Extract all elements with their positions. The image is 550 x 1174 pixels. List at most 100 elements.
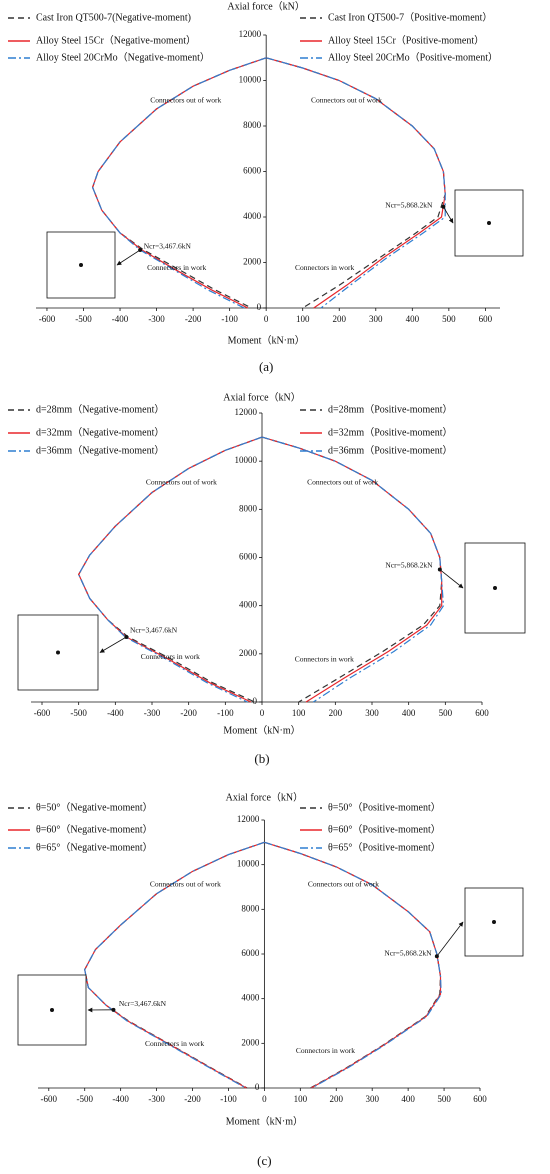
x-tick-label: 400: [402, 708, 416, 718]
x-tick-label: 600: [473, 1094, 487, 1104]
y-tick-label: 12000: [239, 29, 262, 39]
legend-label: Alloy Steel 20CrMo（Positive-moment）: [328, 51, 498, 63]
legend-label: Alloy Steel 15Cr（Negative-moment）: [36, 34, 196, 46]
x-tick-label: -600: [39, 314, 56, 324]
legend-label: θ=60°（Positive-moment）: [328, 823, 441, 835]
x-tick-label: 200: [329, 708, 343, 718]
series-line: [266, 57, 446, 309]
x-tick-label: 300: [365, 708, 379, 718]
x-tick-label: 200: [330, 1094, 344, 1104]
legend-label: d=28mm（Positive-moment）: [328, 403, 453, 415]
panel-label: (c): [257, 1153, 271, 1168]
x-tick-label: 200: [332, 314, 346, 324]
y-tick-label: 8000: [243, 120, 262, 130]
y-tick-label: 4000: [241, 993, 260, 1003]
y-tick-label: 10000: [237, 859, 260, 869]
y-tick-label: 0: [257, 302, 262, 312]
x-tick-label: 600: [479, 314, 493, 324]
x-tick-label: 500: [442, 314, 456, 324]
series-line: [78, 436, 263, 703]
x-tick-label: 300: [369, 314, 383, 324]
annotation: Ncr=5,868.2kN: [385, 200, 433, 209]
x-tick-label: 0: [260, 708, 265, 718]
x-tick-label: -100: [220, 1094, 237, 1104]
panel-label: (a): [259, 359, 273, 374]
legend-label: d=36mm（Positive-moment）: [328, 444, 453, 456]
y-tick-label: 8000: [239, 503, 258, 513]
legend-label: Alloy Steel 15Cr（Positive-moment）: [328, 34, 484, 46]
annotation: Ncr=5,868.2kN: [385, 561, 433, 570]
annotation: Connectors in work: [296, 1046, 355, 1055]
annotation: Ncr=5,868.2kN: [384, 949, 432, 958]
legend-label: d=28mm（Negative-moment）: [36, 403, 164, 415]
y-tick-label: 6000: [241, 948, 260, 958]
legend-label: d=32mm（Positive-moment）: [328, 426, 453, 438]
annotation: Connectors in work: [295, 263, 354, 272]
y-tick-label: 10000: [235, 455, 258, 465]
legend-label: θ=50°（Negative-moment）: [36, 801, 153, 813]
legend-label: d=32mm（Negative-moment）: [36, 426, 164, 438]
annotation: Connectors out of work: [150, 879, 221, 888]
inset-dot: [493, 586, 497, 590]
x-tick-label: -200: [185, 314, 202, 324]
annotation: Connectors out of work: [311, 96, 382, 105]
x-tick-label: -400: [112, 1094, 129, 1104]
inset-arrow: [439, 569, 464, 589]
annotation: Connectors in work: [147, 263, 206, 272]
x-tick-label: 500: [439, 708, 453, 718]
legend-label: θ=65°（Negative-moment）: [36, 841, 153, 853]
y-axis-title: Axial force（kN）: [227, 0, 304, 12]
y-tick-label: 0: [253, 696, 258, 706]
y-axis-title: Axial force（kN）: [223, 391, 300, 403]
legend-label: θ=50°（Positive-moment）: [328, 801, 441, 813]
x-tick-label: 300: [365, 1094, 379, 1104]
annotation: Ncr=3,467.6kN: [119, 999, 167, 1008]
legend-label: θ=65°（Positive-moment）: [328, 841, 441, 853]
x-tick-label: -200: [184, 1094, 201, 1104]
x-axis-title: Moment（kN·m）: [223, 724, 300, 736]
x-tick-label: -400: [107, 708, 124, 718]
x-tick-label: -400: [112, 314, 129, 324]
annotation: Connectors in work: [141, 652, 200, 661]
inset-arrow: [99, 636, 127, 653]
y-tick-label: 8000: [241, 903, 260, 913]
x-axis-title: Moment（kN·m）: [228, 334, 305, 346]
y-tick-label: 4000: [243, 211, 262, 221]
x-tick-label: 500: [437, 1094, 451, 1104]
annotation: Connectors in work: [145, 1039, 204, 1048]
y-tick-label: 2000: [241, 1037, 260, 1047]
y-tick-label: 2000: [243, 257, 262, 267]
legend-label: θ=60°（Negative-moment）: [36, 823, 153, 835]
x-tick-label: -200: [180, 708, 197, 718]
inset-arrow: [443, 206, 454, 224]
x-tick-label: 0: [264, 314, 269, 324]
inset-dot: [79, 263, 83, 267]
x-tick-label: -600: [41, 1094, 58, 1104]
annotation: Connectors out of work: [150, 96, 221, 105]
x-tick-label: 400: [401, 1094, 415, 1104]
series-line: [91, 57, 267, 309]
x-tick-label: -100: [217, 708, 234, 718]
annotation: Ncr=3,467.6kN: [130, 626, 178, 635]
inset-dot: [487, 221, 491, 225]
x-tick-label: 100: [294, 1094, 308, 1104]
series-line: [264, 841, 442, 1089]
x-tick-label: -300: [148, 1094, 165, 1104]
inset-arrow: [116, 249, 141, 266]
y-tick-label: 6000: [239, 552, 258, 562]
x-tick-label: 100: [296, 314, 310, 324]
x-tick-label: -300: [148, 314, 165, 324]
x-tick-label: 100: [292, 708, 306, 718]
legend-label: d=36mm（Negative-moment）: [36, 444, 164, 456]
inset-dot: [492, 920, 496, 924]
y-tick-label: 4000: [239, 600, 258, 610]
y-tick-label: 12000: [237, 814, 260, 824]
x-axis-title: Moment（kN·m）: [226, 1115, 303, 1127]
x-tick-label: -300: [144, 708, 161, 718]
annotation: Connectors in work: [295, 655, 354, 664]
legend-label: Cast Iron QT500-7（Positive-moment）: [328, 11, 492, 23]
series-line: [78, 436, 263, 703]
x-tick-label: -500: [76, 1094, 93, 1104]
legend-label: Alloy Steel 20CrMo（Negative-moment）: [36, 51, 210, 63]
